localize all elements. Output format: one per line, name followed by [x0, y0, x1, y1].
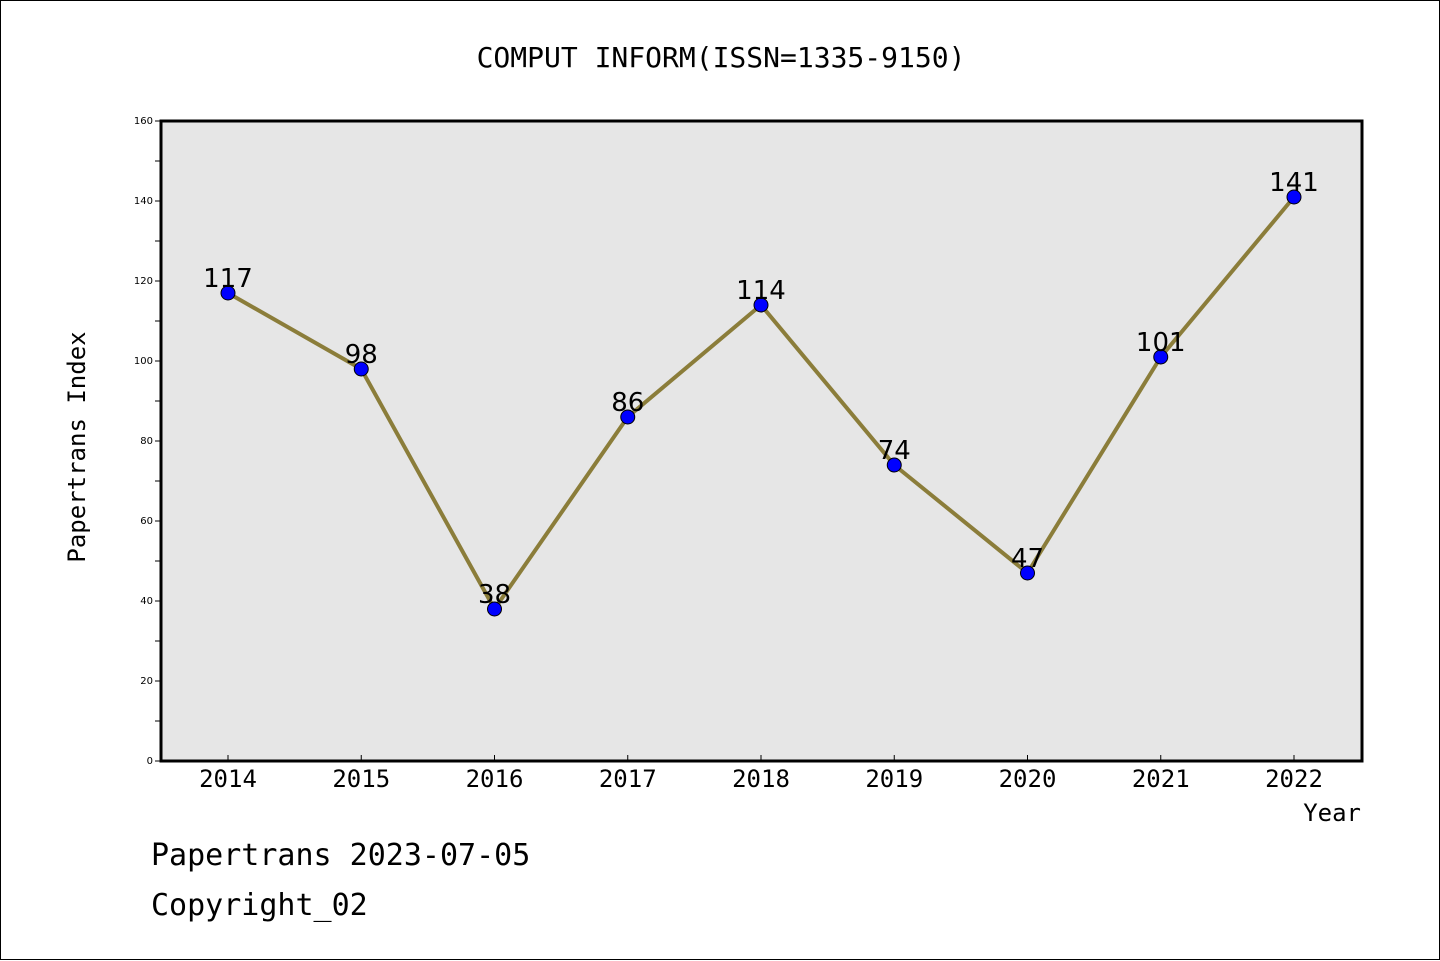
data-point — [487, 601, 502, 617]
y-axis: 0 20 40 60 80 100 120 140 160 — [134, 116, 161, 767]
chart-title: COMPUT INFORM(ISSN=1335-9150) — [477, 41, 966, 74]
x-tick-label: 2014 — [199, 765, 257, 793]
data-label: 98 — [345, 340, 378, 370]
data-label: 86 — [611, 388, 644, 418]
data-label: 38 — [478, 580, 511, 610]
data-label: 117 — [203, 264, 253, 294]
footer-date: Papertrans 2023-07-05 — [151, 838, 530, 873]
footer-copyright: Copyright_02 — [151, 888, 368, 923]
x-tick-label: 2019 — [865, 765, 923, 793]
y-tick-label: 140 — [134, 196, 153, 207]
data-point — [220, 285, 236, 301]
data-point — [353, 361, 369, 377]
y-tick-label: 0 — [147, 756, 153, 767]
x-tick-label: 2018 — [732, 765, 790, 793]
data-label-layer: 117 98 38 86 114 74 47 101 141 — [203, 168, 1319, 610]
x-tick-label: 2017 — [599, 765, 657, 793]
x-tick-label: 2022 — [1265, 765, 1323, 793]
data-point — [1020, 565, 1035, 581]
data-point — [886, 457, 902, 473]
y-tick-label: 160 — [134, 116, 153, 127]
y-tick-label: 40 — [140, 596, 153, 607]
data-label: 47 — [1011, 544, 1044, 574]
data-label: 114 — [736, 276, 786, 306]
y-tick-label: 100 — [134, 356, 153, 367]
y-tick-label: 20 — [140, 676, 153, 687]
x-axis-label: Year — [1303, 799, 1361, 827]
data-point — [620, 409, 636, 425]
y-axis-label: Papertrans Index — [63, 331, 91, 562]
x-tick-label: 2016 — [466, 765, 524, 793]
x-tick-label: 2020 — [999, 765, 1057, 793]
x-tick-label: 2015 — [332, 765, 390, 793]
y-tick-label: 80 — [140, 436, 153, 447]
data-point — [753, 297, 769, 313]
data-label: 101 — [1136, 328, 1186, 358]
x-tick-label: 2021 — [1132, 765, 1190, 793]
data-label: 74 — [878, 436, 911, 466]
plot-area — [159, 119, 1364, 763]
data-label: 141 — [1269, 168, 1319, 198]
y-tick-label: 120 — [134, 276, 153, 287]
data-point — [1286, 189, 1302, 205]
x-axis: 2014 2015 2016 2017 2018 2019 2020 2021 2022 — [199, 755, 1323, 793]
y-tick-label: 60 — [140, 516, 153, 527]
series-layer — [220, 189, 1302, 617]
data-point — [1153, 349, 1169, 365]
